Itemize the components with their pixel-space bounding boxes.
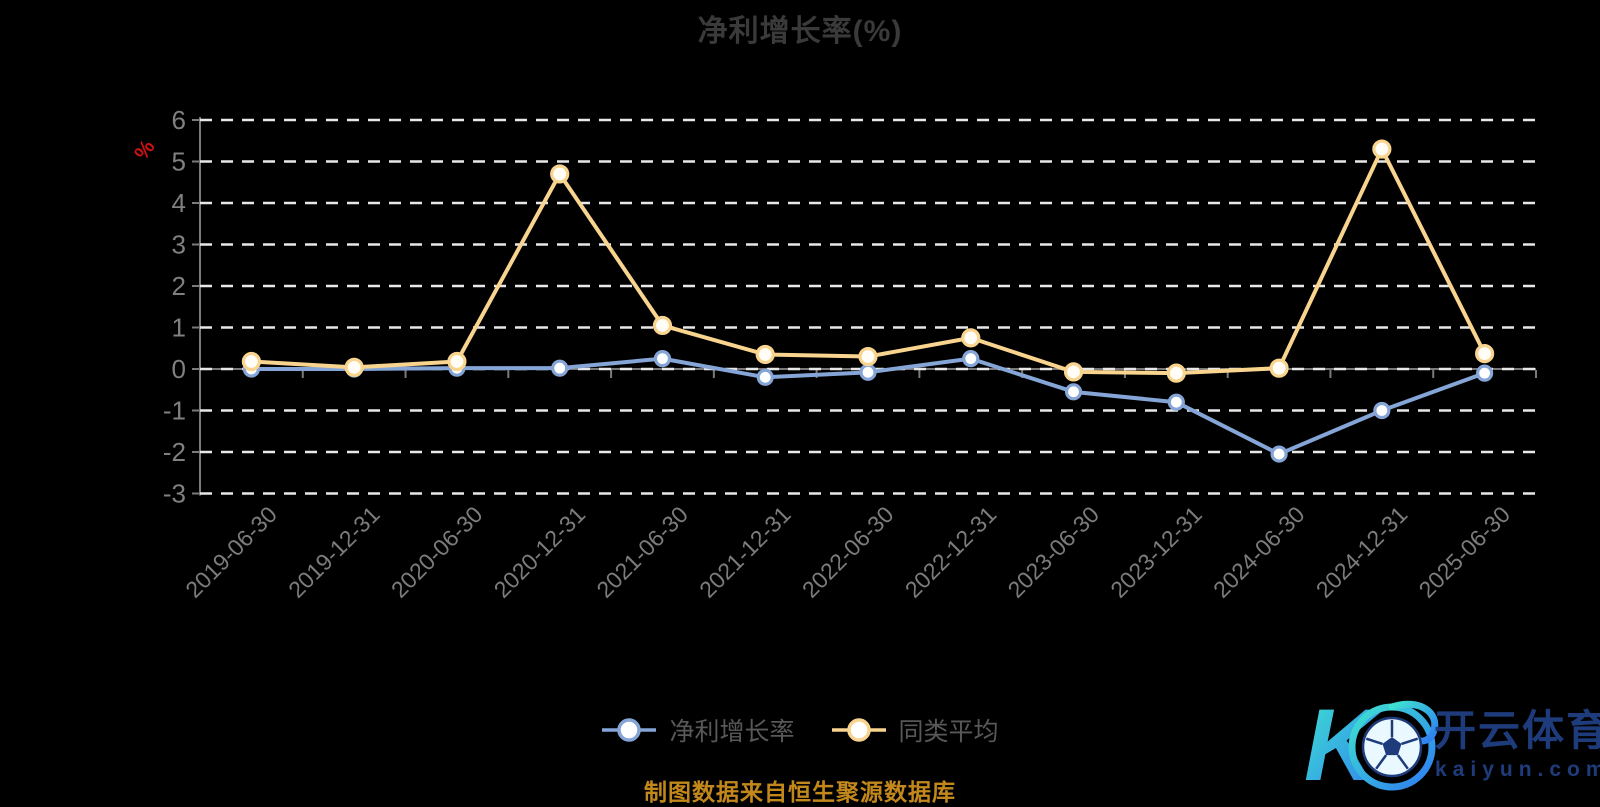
net-profit-growth-rate-data-point[interactable] [962,350,980,368]
peer-average-data-point[interactable] [1372,139,1392,159]
net-profit-growth-rate-data-point[interactable] [1270,445,1288,463]
peer-average-data-point[interactable] [1475,344,1495,364]
y-tick-label: 6 [172,105,186,135]
legend-item-peer-average[interactable]: 同类平均 [831,712,999,748]
net-profit-growth-rate-data-point[interactable] [1373,401,1391,420]
x-tick-label: 2022-12-31 [900,501,1002,603]
x-tick-label: 2024-06-30 [1208,501,1310,603]
peer-average-data-point[interactable] [1166,363,1186,383]
peer-average-data-point[interactable] [344,357,364,377]
legend-item-net-profit-growth-rate[interactable]: 净利增长率 [601,712,795,748]
peer-average-data-point[interactable] [241,351,261,372]
x-tick-label: 2020-06-30 [386,501,488,603]
y-tick-label: 3 [172,230,186,260]
peer-average-line [249,147,1487,376]
kaiyun-logo-graphic: K 开云体育 kaiyun.com [1304,688,1600,802]
x-tick-label: 2021-06-30 [591,501,693,603]
x-tick-label: 2022-06-30 [797,501,899,603]
x-tick-label: 2021-12-31 [694,501,796,603]
x-tick-label: 2023-12-31 [1105,501,1207,603]
y-axis-unit-label: % [130,136,160,165]
legend-label-net-profit-growth-rate: 净利增长率 [669,718,795,746]
line-chart-canvas[interactable]: 6 5 4 3 2 1 0 -1 -2 -3% 2019-06-30 2019-12-31 2020-0… [0,0,1600,640]
y-tick-label: 1 [172,313,186,343]
legend-line-marker-yellow-icon [831,718,886,742]
net-profit-growth-rate-data-point[interactable] [1064,383,1083,401]
net-profit-growth-rate-data-point[interactable] [756,368,774,386]
y-tick-label: 0 [172,354,186,384]
x-tick-label: 2025-06-30 [1414,501,1516,603]
peer-average-data-point[interactable] [447,351,467,372]
peer-average-data-point[interactable] [1063,362,1084,382]
y-tick-label: 2 [172,271,186,301]
net-profit-growth-rate-data-point[interactable] [1476,364,1494,382]
x-tick-label: 2024-12-31 [1311,501,1413,603]
net-profit-growth-rate-data-point[interactable] [653,350,672,368]
x-tick-label: 2023-06-30 [1002,501,1104,603]
peer-average-data-point[interactable] [858,346,878,367]
soccer-ball-icon [1361,716,1423,778]
net-profit-growth-rate-data-point[interactable] [859,363,877,381]
y-tick-label: -1 [163,396,186,426]
y-tick-label: 5 [172,147,186,177]
net-profit-growth-rate-data-point[interactable] [551,359,569,377]
kaiyun-logo-brand-text: 开云体育 [1434,707,1600,754]
y-tick-label: 4 [172,188,186,218]
x-tick-label: 2019-06-30 [180,501,282,603]
legend-line-marker-blue-icon [602,718,657,742]
chart-legend: 净利增长率 同类平均 [0,712,1600,748]
peer-average-data-point[interactable] [961,328,981,348]
kaiyun-logo-domain-text: kaiyun.com [1435,758,1600,781]
page-title: 净利增长率(%) [697,15,903,48]
peer-average-data-point[interactable] [755,344,775,365]
x-tick-label: 2020-12-31 [489,501,591,603]
x-tick-label: 2019-12-31 [283,501,385,603]
peer-average-data-point[interactable] [550,164,570,184]
net-profit-growth-rate-data-point[interactable] [1167,393,1185,411]
peer-average-data-point[interactable] [1269,358,1289,378]
y-tick-label: -3 [163,479,186,509]
y-tick-label: -2 [163,437,186,467]
kaiyun-logo[interactable]: K 开云体育 kaiyun.com [1282,683,1600,803]
legend-label-peer-average: 同类平均 [898,718,999,746]
peer-average-data-point[interactable] [652,315,673,336]
